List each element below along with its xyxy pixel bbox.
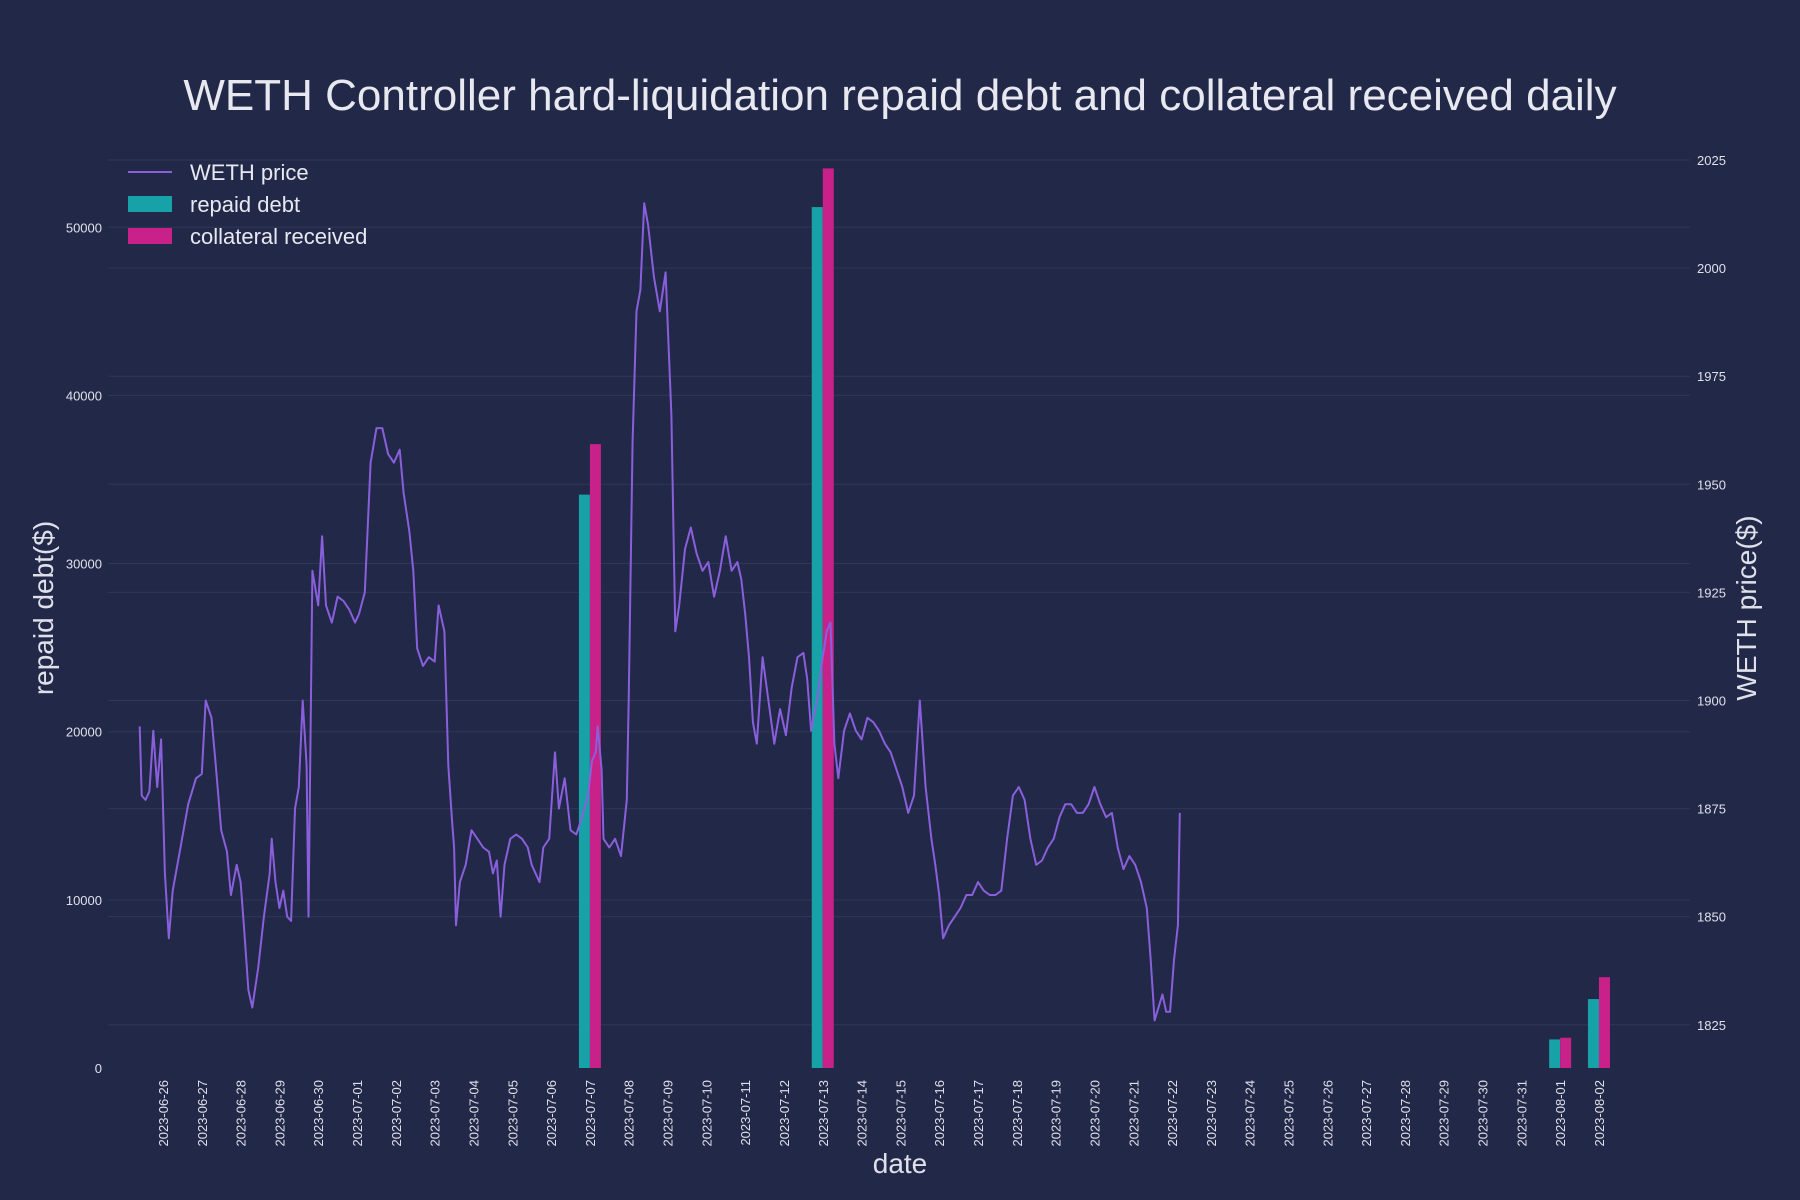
x-tick-2023-07-11: 2023-07-11 — [738, 1080, 753, 1146]
x-tick-2023-07-26: 2023-07-26 — [1320, 1080, 1335, 1147]
y-tick-left-5: 50000 — [66, 220, 102, 235]
bar-collateral-received-2023-08-02 — [1598, 977, 1610, 1068]
x-tick-2023-07-13: 2023-07-13 — [816, 1080, 831, 1147]
y-tick-left-0: 0 — [95, 1061, 102, 1076]
y-tick-right-2: 1875 — [1697, 802, 1726, 817]
x-tick-2023-06-26: 2023-06-26 — [156, 1080, 171, 1147]
bars — [578, 168, 1610, 1068]
y-tick-right-7: 2000 — [1697, 261, 1726, 276]
bar-repaid-debt-2023-08-02 — [1587, 999, 1599, 1068]
x-tick-2023-07-18: 2023-07-18 — [1010, 1080, 1025, 1147]
legend: WETH price repaid debt collateral receiv… — [128, 160, 367, 249]
x-tick-2023-07-06: 2023-07-06 — [544, 1080, 559, 1147]
x-tick-2023-07-15: 2023-07-15 — [893, 1080, 908, 1147]
legend-label-collateral: collateral received — [190, 224, 367, 249]
x-tick-2023-07-16: 2023-07-16 — [932, 1080, 947, 1147]
y-axis-label-right: WETH price($) — [1731, 515, 1762, 700]
y-tick-right-0: 1825 — [1697, 1018, 1726, 1033]
x-tick-2023-07-03: 2023-07-03 — [428, 1080, 443, 1147]
chart-title: WETH Controller hard-liquidation repaid … — [183, 71, 1616, 120]
x-tick-2023-07-21: 2023-07-21 — [1126, 1080, 1141, 1147]
x-tick-2023-07-20: 2023-07-20 — [1087, 1080, 1102, 1147]
x-tick-2023-07-10: 2023-07-10 — [699, 1080, 714, 1147]
y-tick-left-1: 10000 — [66, 893, 102, 908]
y-tick-right-1: 1850 — [1697, 910, 1726, 925]
x-tick-2023-06-29: 2023-06-29 — [272, 1080, 287, 1147]
x-tick-2023-07-07: 2023-07-07 — [583, 1080, 598, 1147]
y-tick-right-5: 1950 — [1697, 477, 1726, 492]
y-tick-right-6: 1975 — [1697, 369, 1726, 384]
x-axis-label: date — [873, 1148, 928, 1179]
x-tick-2023-07-23: 2023-07-23 — [1204, 1080, 1219, 1147]
legend-label-repaid-debt: repaid debt — [190, 192, 300, 217]
bar-repaid-debt-2023-08-01 — [1549, 1039, 1561, 1068]
x-tick-2023-07-24: 2023-07-24 — [1243, 1080, 1258, 1147]
y-tick-right-8: 2025 — [1697, 153, 1726, 168]
bar-repaid-debt-2023-07-07 — [578, 494, 590, 1068]
x-tick-2023-06-28: 2023-06-28 — [234, 1080, 249, 1147]
x-tick-2023-07-04: 2023-07-04 — [466, 1080, 481, 1147]
x-tick-2023-06-27: 2023-06-27 — [195, 1080, 210, 1147]
y-tick-left-4: 40000 — [66, 388, 102, 403]
x-tick-2023-07-31: 2023-07-31 — [1514, 1080, 1529, 1147]
x-tick-2023-07-01: 2023-07-01 — [350, 1080, 365, 1147]
y-tick-right-3: 1900 — [1697, 693, 1726, 708]
y-tick-left-2: 20000 — [66, 725, 102, 740]
x-tick-2023-07-19: 2023-07-19 — [1049, 1080, 1064, 1147]
weth-price-line — [138, 202, 1181, 1022]
legend-label-price: WETH price — [190, 160, 309, 185]
x-tick-2023-07-14: 2023-07-14 — [855, 1080, 870, 1147]
x-tick-2023-07-29: 2023-07-29 — [1437, 1080, 1452, 1147]
x-tick-2023-07-12: 2023-07-12 — [777, 1080, 792, 1147]
x-tick-2023-07-17: 2023-07-17 — [971, 1080, 986, 1147]
x-tick-2023-07-27: 2023-07-27 — [1359, 1080, 1374, 1147]
legend-swatch-collateral — [128, 228, 172, 244]
x-tick-2023-07-25: 2023-07-25 — [1281, 1080, 1296, 1147]
x-tick-2023-07-22: 2023-07-22 — [1165, 1080, 1180, 1147]
x-tick-2023-07-02: 2023-07-02 — [389, 1080, 404, 1147]
bar-collateral-received-2023-07-13 — [822, 168, 834, 1068]
bar-repaid-debt-2023-07-13 — [811, 207, 823, 1068]
x-tick-2023-08-02: 2023-08-02 — [1592, 1080, 1607, 1147]
legend-swatch-repaid-debt — [128, 196, 172, 212]
x-tick-2023-07-28: 2023-07-28 — [1398, 1080, 1413, 1147]
x-tick-2023-08-01: 2023-08-01 — [1553, 1080, 1568, 1147]
y-axis-label-left: repaid debt($) — [28, 521, 59, 695]
bar-collateral-received-2023-08-01 — [1560, 1037, 1572, 1068]
axes: 1825 1850 1875 1900 1925 1950 1975 2000 2025 0 100… — [66, 153, 1726, 1147]
x-tick-2023-06-30: 2023-06-30 — [311, 1080, 326, 1147]
y-tick-right-4: 1925 — [1697, 585, 1726, 600]
x-tick-2023-07-09: 2023-07-09 — [661, 1080, 676, 1147]
x-tick-2023-07-08: 2023-07-08 — [622, 1080, 637, 1147]
bar-collateral-received-2023-07-07 — [589, 444, 601, 1068]
price-line-layer — [138, 202, 1181, 1022]
x-tick-2023-07-30: 2023-07-30 — [1476, 1080, 1491, 1147]
gridlines — [108, 159, 1690, 1026]
y-tick-left-3: 30000 — [66, 557, 102, 572]
x-tick-2023-07-05: 2023-07-05 — [505, 1080, 520, 1147]
